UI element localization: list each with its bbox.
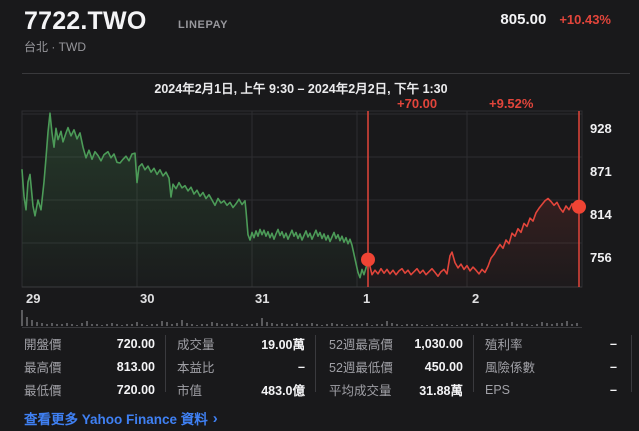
stat-marketcap: 市值 483.0億: [177, 378, 305, 401]
stats-column-3: 52週最高價 1,030.00 52週最低價 450.00 平均成交量 31.88萬: [329, 332, 463, 401]
stat-value: –: [610, 382, 617, 397]
x-axis-tick: 2: [472, 291, 479, 306]
stat-value: 720.00: [116, 336, 155, 351]
stat-value: –: [298, 359, 305, 374]
stat-label: 平均成交量: [329, 384, 392, 398]
stats-divider-4: [631, 335, 632, 392]
stat-pe: 本益比 –: [177, 355, 305, 378]
date-range-label: 2024年2月1日, 上午 9:30 – 2024年2月2日, 下午 1:30: [154, 82, 448, 96]
stat-high: 最高價 813.00: [24, 355, 155, 378]
chevron-right-icon: ›: [212, 409, 218, 427]
stat-label: 最高價: [24, 361, 62, 375]
x-axis-tick: 29: [26, 291, 40, 306]
current-session-line: [367, 197, 580, 278]
y-axis-tick: 871: [590, 164, 612, 179]
price-marker-dot: [361, 252, 375, 267]
previous-session-line: [21, 112, 369, 279]
stat-yield: 殖利率 –: [485, 332, 617, 355]
stat-avg-volume: 平均成交量 31.88萬: [329, 378, 463, 401]
stat-eps: EPS –: [485, 378, 617, 401]
stats-column-2: 成交量 19.00萬 本益比 – 市值 483.0億: [177, 332, 305, 401]
stat-label: 成交量: [177, 338, 215, 352]
stats-divider-1: [165, 335, 166, 392]
stat-label: 殖利率: [485, 338, 523, 352]
stat-label: 本益比: [177, 361, 215, 375]
stat-label: 市值: [177, 384, 203, 398]
y-axis-tick: 756: [590, 250, 612, 265]
stat-volume: 成交量 19.00萬: [177, 332, 305, 355]
y-axis-tick: 928: [590, 121, 612, 136]
y-axis-tick: 814: [590, 207, 612, 222]
stat-value: 813.00: [116, 359, 155, 374]
change-percent: +10.43%: [559, 12, 611, 27]
exchange-currency: 台北 · TWD: [24, 40, 86, 54]
stock-symbol: 7722.TWO: [24, 7, 147, 35]
x-axis-tick: 1: [363, 291, 370, 306]
last-price: 805.00: [500, 11, 547, 28]
stats-column-1: 開盤價 720.00 最高價 813.00 最低價 720.00: [24, 332, 155, 401]
stat-low: 最低價 720.00: [24, 378, 155, 401]
stat-label: 開盤價: [24, 338, 62, 352]
stat-value: 720.00: [116, 382, 155, 397]
price-marker-dot: [572, 199, 586, 214]
stat-value: 483.0億: [261, 384, 305, 398]
stats-divider-2: [315, 335, 316, 392]
stat-open: 開盤價 720.00: [24, 332, 155, 355]
stat-value: –: [610, 336, 617, 351]
stat-label: EPS: [485, 382, 511, 397]
stats-column-4: 殖利率 – 風險係數 – EPS –: [485, 332, 617, 401]
stat-value: –: [610, 359, 617, 374]
see-more-link[interactable]: 查看更多 Yahoo Finance 資料 ›: [24, 408, 218, 428]
stat-label: 風險係數: [485, 361, 536, 375]
stat-label: 52週最低價: [329, 361, 393, 375]
stat-52w-high: 52週最高價 1,030.00: [329, 332, 463, 355]
previous-session-fill: [22, 113, 368, 287]
stat-beta: 風險係數 –: [485, 355, 617, 378]
stat-value: 19.00萬: [261, 338, 305, 352]
range-change-value: +70.00: [397, 96, 438, 111]
stats-divider-3: [473, 335, 474, 392]
range-change-percent: +9.52%: [489, 96, 534, 111]
stat-value: 1,030.00: [414, 336, 463, 351]
see-more-label: 查看更多 Yahoo Finance 資料: [24, 412, 208, 427]
company-name: LINEPAY: [178, 19, 229, 31]
x-axis-tick: 31: [255, 291, 269, 306]
x-axis-tick: 30: [140, 291, 154, 306]
header-divider: [22, 73, 630, 74]
stat-label: 最低價: [24, 384, 62, 398]
price-block: 805.00 +10.43%: [500, 11, 611, 28]
current-session-fill: [368, 198, 579, 287]
stat-label: 52週最高價: [329, 338, 393, 352]
stat-value: 450.00: [424, 359, 463, 374]
stat-value: 31.88萬: [419, 384, 463, 398]
stat-52w-low: 52週最低價 450.00: [329, 355, 463, 378]
